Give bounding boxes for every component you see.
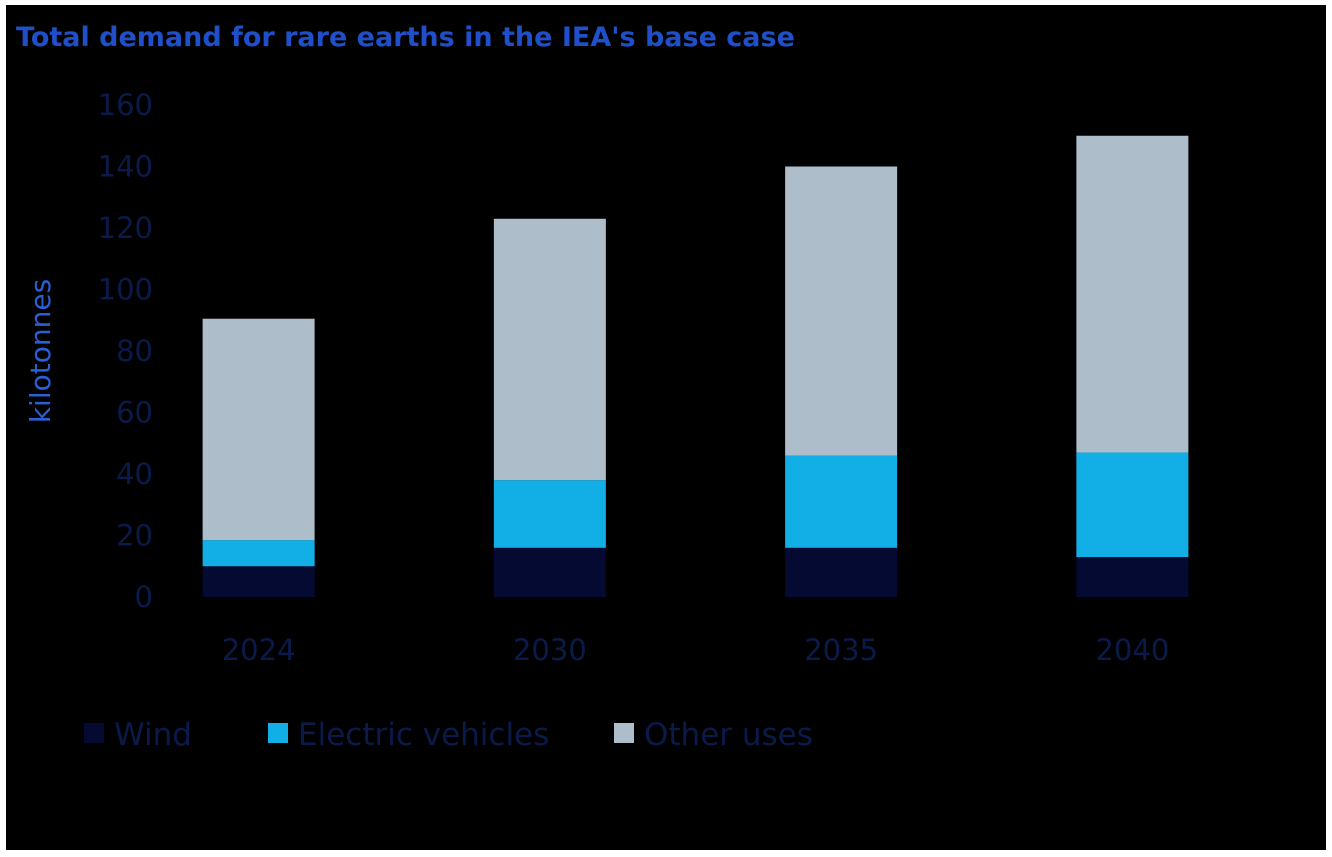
legend-swatch-electric-vehicles	[268, 723, 288, 743]
y-tick-label: 140	[98, 150, 153, 184]
bar-segment-wind-2040	[1076, 557, 1188, 597]
stacked-bar-chart: Total demand for rare earths in the IEA'…	[6, 5, 1326, 850]
x-tick-label: 2024	[222, 633, 296, 667]
y-axis-label: kilotonnes	[24, 279, 57, 423]
bars-group	[203, 136, 1189, 597]
y-tick-label: 40	[116, 457, 153, 491]
y-tick-label: 0	[135, 580, 153, 614]
legend-swatch-other-uses	[614, 723, 634, 743]
bar-segment-other-uses-2035	[785, 167, 897, 456]
y-tick-label: 120	[98, 211, 153, 245]
bar-segment-wind-2030	[494, 548, 606, 597]
bar-segment-wind-2024	[203, 566, 315, 597]
bar-segment-other-uses-2024	[203, 319, 315, 540]
legend-label-wind: Wind	[114, 717, 192, 753]
bar-segment-electric-vehicles-2030	[494, 480, 606, 548]
x-tick-label: 2040	[1095, 633, 1169, 667]
bar-segment-other-uses-2030	[494, 219, 606, 480]
x-tick-label: 2030	[513, 633, 587, 667]
bar-segment-wind-2035	[785, 548, 897, 597]
bar-segment-other-uses-2040	[1076, 136, 1188, 453]
legend-swatch-wind	[84, 723, 104, 743]
legend-label-other-uses: Other uses	[644, 717, 813, 753]
legend-label-electric-vehicles: Electric vehicles	[298, 717, 549, 753]
bar-segment-electric-vehicles-2040	[1076, 452, 1188, 557]
y-tick-label: 60	[116, 396, 153, 430]
x-axis-ticks: 2024 2030 2035 2040	[222, 633, 1170, 667]
legend: Wind Electric vehicles Other uses	[84, 717, 813, 753]
bar-segment-electric-vehicles-2024	[203, 540, 315, 566]
y-tick-label: 100	[98, 273, 153, 307]
y-tick-label: 160	[98, 88, 153, 122]
chart-title: Total demand for rare earths in the IEA'…	[16, 22, 795, 53]
bar-segment-electric-vehicles-2035	[785, 456, 897, 548]
y-tick-label: 80	[116, 334, 153, 368]
chart-frame: Total demand for rare earths in the IEA'…	[6, 5, 1326, 850]
x-tick-label: 2035	[804, 633, 878, 667]
y-tick-label: 20	[116, 519, 153, 553]
y-axis-ticks: 0 20 40 60 80 100 120 140 160	[98, 88, 153, 614]
